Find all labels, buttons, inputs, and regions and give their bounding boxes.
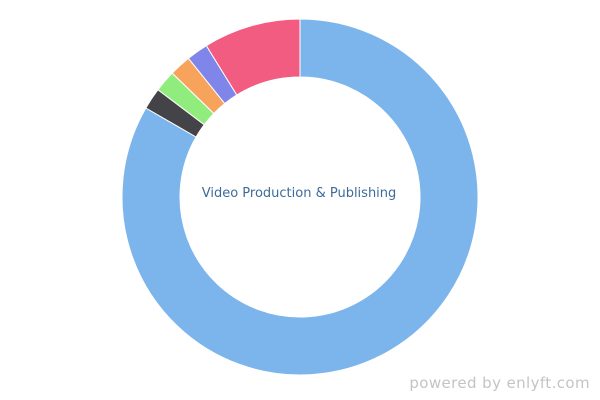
center-label: Video Production & Publishing — [202, 186, 397, 201]
watermark-text[interactable]: powered by enlyft.com — [409, 374, 590, 392]
donut-slices — [121, 18, 479, 376]
donut-slice-6[interactable] — [205, 18, 301, 96]
donut-slice-1[interactable] — [121, 18, 479, 376]
